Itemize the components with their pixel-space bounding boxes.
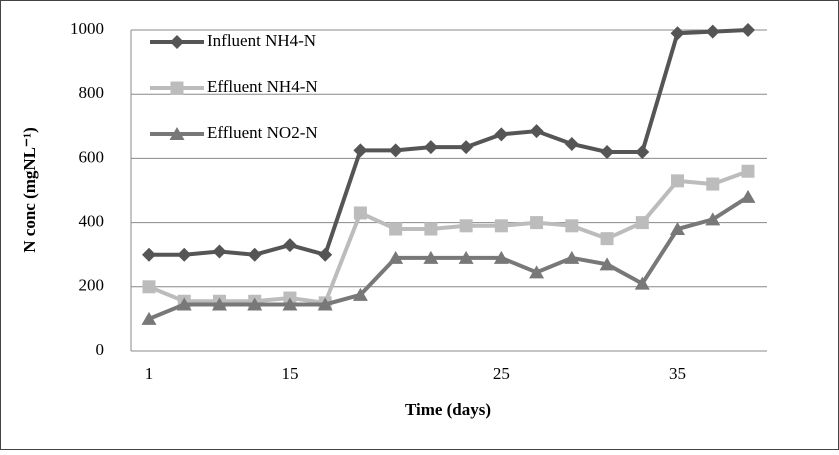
data-point bbox=[600, 232, 614, 246]
legend-label: Influent NH4-N bbox=[207, 31, 316, 50]
data-point bbox=[141, 311, 157, 325]
data-point bbox=[212, 244, 227, 259]
data-point bbox=[318, 247, 333, 262]
data-point bbox=[317, 297, 333, 311]
data-point bbox=[670, 222, 686, 236]
data-point bbox=[353, 206, 367, 220]
data-point bbox=[564, 136, 579, 151]
data-point bbox=[740, 189, 756, 203]
data-point bbox=[177, 247, 192, 262]
data-point bbox=[705, 24, 720, 39]
data-point bbox=[493, 250, 509, 264]
data-point bbox=[529, 265, 545, 279]
data-point bbox=[634, 276, 650, 290]
data-point bbox=[529, 124, 544, 139]
data-point bbox=[741, 164, 755, 178]
data-point bbox=[388, 250, 404, 264]
data-point bbox=[600, 144, 615, 159]
data-point bbox=[423, 140, 438, 155]
data-point bbox=[705, 212, 721, 226]
data-point bbox=[247, 297, 263, 311]
data-point bbox=[389, 222, 403, 236]
legend-marker bbox=[169, 127, 185, 140]
data-point bbox=[706, 177, 720, 191]
legend-label: Effluent NO2-N bbox=[207, 123, 318, 142]
data-point bbox=[459, 219, 473, 233]
y-tick-label: 0 bbox=[96, 340, 105, 359]
y-tick-label: 200 bbox=[79, 276, 105, 295]
data-point bbox=[282, 238, 297, 253]
y-tick-label: 400 bbox=[79, 212, 105, 231]
data-point bbox=[635, 144, 650, 159]
data-point bbox=[176, 297, 192, 311]
x-tick-label: 15 bbox=[281, 364, 298, 383]
x-axis-title: Time (days) bbox=[405, 400, 491, 419]
data-point bbox=[388, 143, 403, 158]
y-tick-label: 600 bbox=[79, 147, 105, 166]
x-tick-label: 35 bbox=[669, 364, 686, 383]
data-point bbox=[564, 250, 580, 264]
data-point bbox=[741, 23, 755, 37]
data-point bbox=[530, 216, 544, 230]
series-line bbox=[148, 195, 750, 321]
data-point bbox=[247, 247, 262, 262]
data-point bbox=[142, 280, 156, 294]
data-point bbox=[353, 143, 368, 158]
legend-label: Effluent NH4-N bbox=[207, 77, 318, 96]
data-point bbox=[599, 257, 615, 271]
y-axis-title: N conc (mgNL⁻¹) bbox=[20, 127, 39, 253]
y-tick-label: 800 bbox=[79, 83, 105, 102]
data-point bbox=[211, 297, 227, 311]
data-point bbox=[459, 140, 474, 155]
data-point bbox=[635, 216, 649, 230]
data-point bbox=[282, 297, 298, 311]
data-point bbox=[458, 250, 474, 264]
legend-marker bbox=[170, 81, 184, 95]
data-point bbox=[494, 219, 508, 233]
data-point bbox=[670, 26, 685, 41]
data-point bbox=[424, 222, 438, 236]
legend-marker bbox=[170, 35, 184, 49]
y-tick-label: 1000 bbox=[70, 19, 104, 38]
data-point bbox=[423, 250, 439, 264]
data-point bbox=[142, 247, 156, 262]
data-point bbox=[671, 174, 685, 188]
data-point bbox=[352, 287, 368, 301]
x-tick-label: 25 bbox=[493, 364, 510, 383]
x-tick-label: 1 bbox=[145, 364, 154, 383]
data-point bbox=[494, 127, 509, 142]
data-point bbox=[565, 219, 579, 233]
